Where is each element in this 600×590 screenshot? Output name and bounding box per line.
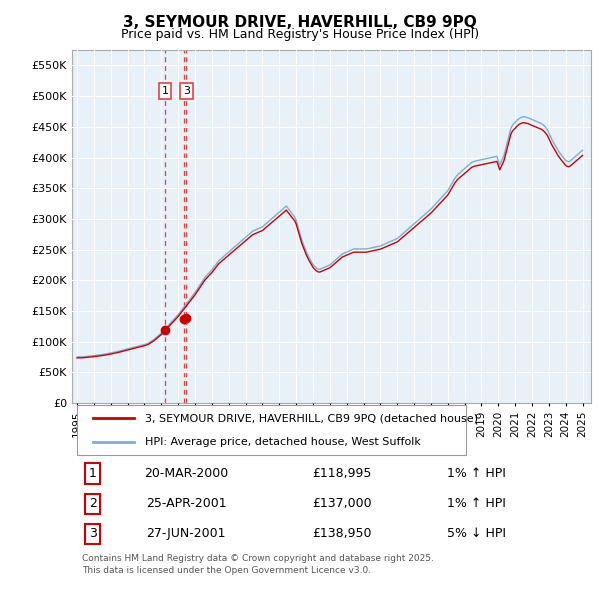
Text: 5% ↓ HPI: 5% ↓ HPI (448, 527, 506, 540)
Text: 1: 1 (89, 467, 97, 480)
Text: HPI: Average price, detached house, West Suffolk: HPI: Average price, detached house, West… (145, 437, 421, 447)
Text: £138,950: £138,950 (312, 527, 371, 540)
Text: 1% ↑ HPI: 1% ↑ HPI (448, 467, 506, 480)
Text: 3, SEYMOUR DRIVE, HAVERHILL, CB9 9PQ: 3, SEYMOUR DRIVE, HAVERHILL, CB9 9PQ (123, 15, 477, 30)
Text: £118,995: £118,995 (312, 467, 371, 480)
Text: 1% ↑ HPI: 1% ↑ HPI (448, 497, 506, 510)
Text: 3, SEYMOUR DRIVE, HAVERHILL, CB9 9PQ (detached house): 3, SEYMOUR DRIVE, HAVERHILL, CB9 9PQ (de… (145, 413, 478, 423)
Text: Price paid vs. HM Land Registry's House Price Index (HPI): Price paid vs. HM Land Registry's House … (121, 28, 479, 41)
Text: 3: 3 (183, 86, 190, 96)
Text: 3: 3 (89, 527, 97, 540)
FancyBboxPatch shape (77, 405, 466, 455)
Text: 27-JUN-2001: 27-JUN-2001 (146, 527, 226, 540)
Text: Contains HM Land Registry data © Crown copyright and database right 2025.
This d: Contains HM Land Registry data © Crown c… (82, 554, 434, 575)
Text: 20-MAR-2000: 20-MAR-2000 (144, 467, 229, 480)
Text: £137,000: £137,000 (312, 497, 371, 510)
Text: 2: 2 (89, 497, 97, 510)
Text: 25-APR-2001: 25-APR-2001 (146, 497, 226, 510)
Text: 1: 1 (161, 86, 169, 96)
